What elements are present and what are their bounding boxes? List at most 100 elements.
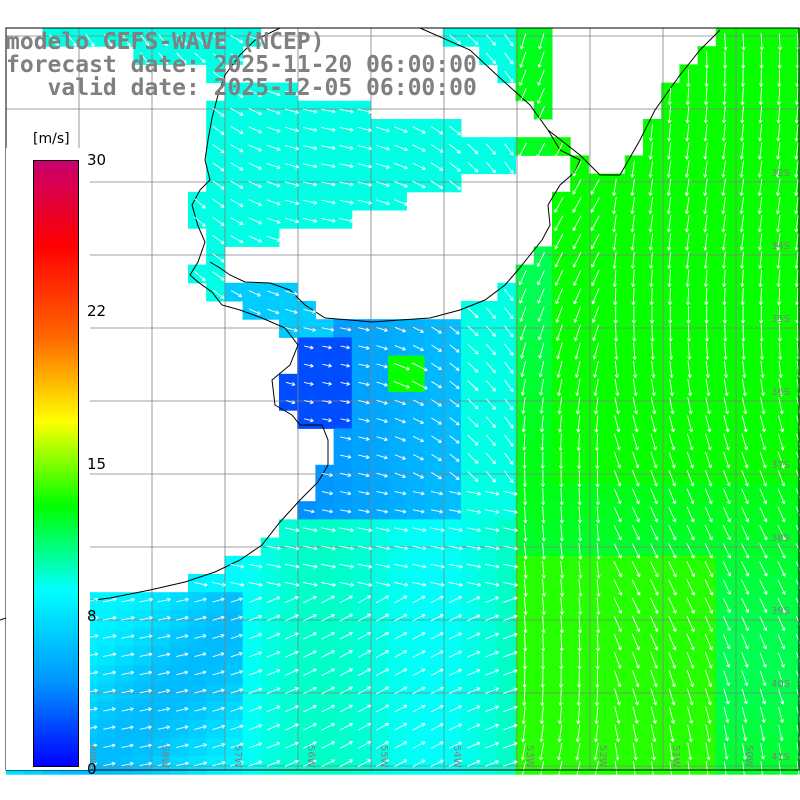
wind-cell	[788, 191, 800, 211]
wind-arrow	[212, 761, 226, 767]
wind-arrow	[321, 723, 335, 731]
wind-arrow	[632, 651, 640, 669]
wind-arrow	[285, 308, 298, 314]
wind-arrow	[394, 650, 408, 658]
wind-arrow	[612, 233, 617, 251]
wind-arrow	[339, 181, 354, 187]
wind-arrow	[340, 472, 352, 478]
wind-arrow	[485, 687, 499, 694]
wind-arrow	[303, 595, 317, 604]
wind-arrow	[357, 126, 372, 133]
wind-arrow	[412, 613, 426, 622]
wind-arrow	[540, 670, 545, 688]
wind-arrow	[669, 724, 675, 743]
wind-arrow	[485, 705, 499, 713]
wind-arrow	[777, 488, 786, 505]
wind-arrow	[504, 143, 514, 156]
wind-arrow	[704, 324, 710, 342]
wind-arrow	[777, 579, 786, 595]
wind-arrow	[686, 670, 694, 688]
wind-arrow	[140, 34, 150, 47]
wind-arrow	[632, 397, 639, 415]
wind-arrow	[412, 595, 426, 604]
wind-arrow	[49, 34, 60, 46]
wind-arrow	[321, 145, 336, 150]
wind-arrow	[591, 288, 600, 305]
wind-arrow	[705, 688, 712, 706]
wind-arrow	[466, 582, 482, 587]
wind-arrow	[537, 324, 545, 341]
wind-arrow	[485, 161, 496, 174]
wind-arrow	[668, 306, 673, 324]
wind-arrow	[651, 360, 656, 379]
wind-arrow	[648, 160, 654, 178]
wind-arrow	[577, 651, 582, 670]
wind-arrow	[339, 199, 354, 205]
wind-arrow	[686, 561, 695, 578]
wind-arrow	[590, 197, 600, 213]
wind-arrow	[759, 324, 764, 342]
wind-arrow	[504, 307, 514, 320]
wind-arrow	[650, 324, 655, 342]
wind-arrow	[212, 144, 225, 154]
wind-arrow	[284, 563, 300, 569]
wind-arrow	[321, 741, 335, 749]
wind-arrow	[632, 670, 640, 688]
wind-arrow	[339, 581, 354, 587]
wind-arrow	[723, 670, 730, 687]
wind-arrow	[448, 596, 463, 604]
wind-arrow	[376, 491, 388, 496]
wind-arrow	[775, 160, 781, 178]
wind-arrow	[302, 126, 318, 132]
wind-arrow	[777, 634, 786, 650]
latitude-label: 39S	[771, 606, 790, 617]
wind-arrow	[302, 199, 318, 205]
wind-arrow	[411, 362, 428, 372]
wind-arrow	[649, 287, 654, 306]
wind-arrow	[449, 362, 460, 371]
wind-arrow	[573, 306, 582, 323]
wind-arrow	[742, 360, 747, 379]
wind-arrow	[303, 650, 317, 658]
wind-arrow	[412, 509, 425, 514]
wind-arrow	[705, 706, 712, 724]
wind-arrow	[776, 215, 781, 233]
wind-arrow	[576, 415, 581, 433]
wind-arrow	[760, 761, 765, 778]
wind-arrow	[518, 87, 527, 104]
wind-arrow	[776, 251, 781, 269]
wind-arrow	[758, 251, 763, 269]
colorbar-tick-22: 22	[87, 302, 107, 320]
wind-arrow	[248, 35, 263, 43]
wind-arrow	[739, 142, 745, 160]
latitude-labels: 32S 34S 35S 36S 37S 38S 39S 40S 41S	[771, 168, 790, 763]
wind-arrow	[684, 160, 690, 178]
wind-arrow	[357, 704, 372, 713]
wind-arrow	[757, 160, 763, 178]
wind-arrow	[650, 342, 655, 360]
wind-arrow	[759, 652, 767, 668]
wind-arrow	[394, 472, 406, 479]
wind-arrow	[302, 545, 318, 551]
wind-arrow	[467, 380, 479, 391]
wind-arrow	[430, 614, 444, 622]
wind-cell	[788, 28, 800, 47]
wind-arrow	[375, 163, 390, 169]
wind-arrow	[777, 615, 786, 632]
wind-arrow	[758, 287, 763, 306]
latitude-label: 32S	[771, 168, 790, 179]
wind-arrow	[686, 543, 695, 559]
wind-arrow	[739, 178, 745, 196]
wind-arrow	[668, 415, 675, 433]
wind-arrow	[794, 196, 799, 215]
wind-arrow	[284, 126, 299, 133]
wind-arrow	[776, 142, 781, 160]
wind-arrow	[412, 454, 424, 461]
wind-arrow	[630, 196, 635, 215]
wind-arrow	[302, 581, 318, 587]
wind-arrow	[722, 561, 732, 577]
wind-arrow	[666, 160, 672, 178]
wind-arrow	[555, 288, 564, 305]
wind-arrow	[557, 742, 563, 761]
wind-arrow	[686, 506, 695, 523]
